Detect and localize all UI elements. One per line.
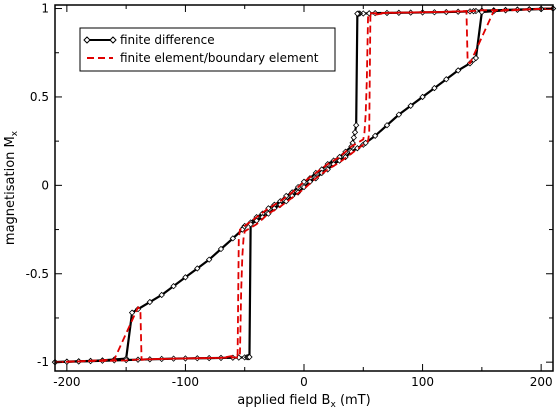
data-point-marker [443,76,450,83]
x-tick-label: -200 [53,375,80,389]
data-point-marker [350,134,357,141]
x-tick-label: 200 [530,375,553,389]
series-layer [51,5,557,366]
data-point-marker [324,166,331,173]
data-point-marker [395,111,403,118]
data-point-marker [146,298,154,306]
legend-label-fe-be: finite element/boundary element [120,51,319,65]
x-tick-label: 0 [300,375,308,389]
data-point-marker [407,102,414,109]
data-point-marker [128,309,136,316]
data-point-marker [246,353,253,361]
data-point-marker [170,282,177,290]
data-point-marker [194,265,201,272]
y-tick-label: 0.5 [30,90,49,104]
legend-box [79,27,336,72]
x-tick-label: -100 [172,375,199,389]
legend: finite difference finite element/boundar… [79,27,336,72]
ticks-layer: -200 -100 0 100 200 -1 -0.5 0 0.5 1 [26,2,553,389]
data-point-marker [431,84,438,92]
data-point-marker [419,93,426,101]
data-point-marker [182,274,189,281]
data-point-marker [205,256,213,263]
y-tick-label: 1 [41,2,49,16]
y-tick-label: -0.5 [26,267,49,281]
x-tick-label: 100 [411,375,434,389]
data-point-marker [371,132,379,140]
legend-marker-finite-difference [83,36,117,44]
y-tick-label: -1 [37,355,49,369]
y-tick-label: 0 [41,178,49,192]
data-point-marker [354,10,361,17]
data-point-marker [351,129,359,136]
legend-label-finite-difference: finite difference [120,33,215,47]
data-point-marker [472,54,480,62]
series-line-1-ascending [54,7,554,364]
data-point-marker [229,235,237,242]
data-point-marker [454,67,462,74]
data-point-marker [217,245,225,253]
data-point-marker [353,122,360,129]
data-point-marker [383,122,391,129]
y-axis-label: magnetisation Mx [3,130,20,245]
x-axis-label: applied field Bx (mT) [237,393,370,410]
data-point-marker [158,291,165,299]
